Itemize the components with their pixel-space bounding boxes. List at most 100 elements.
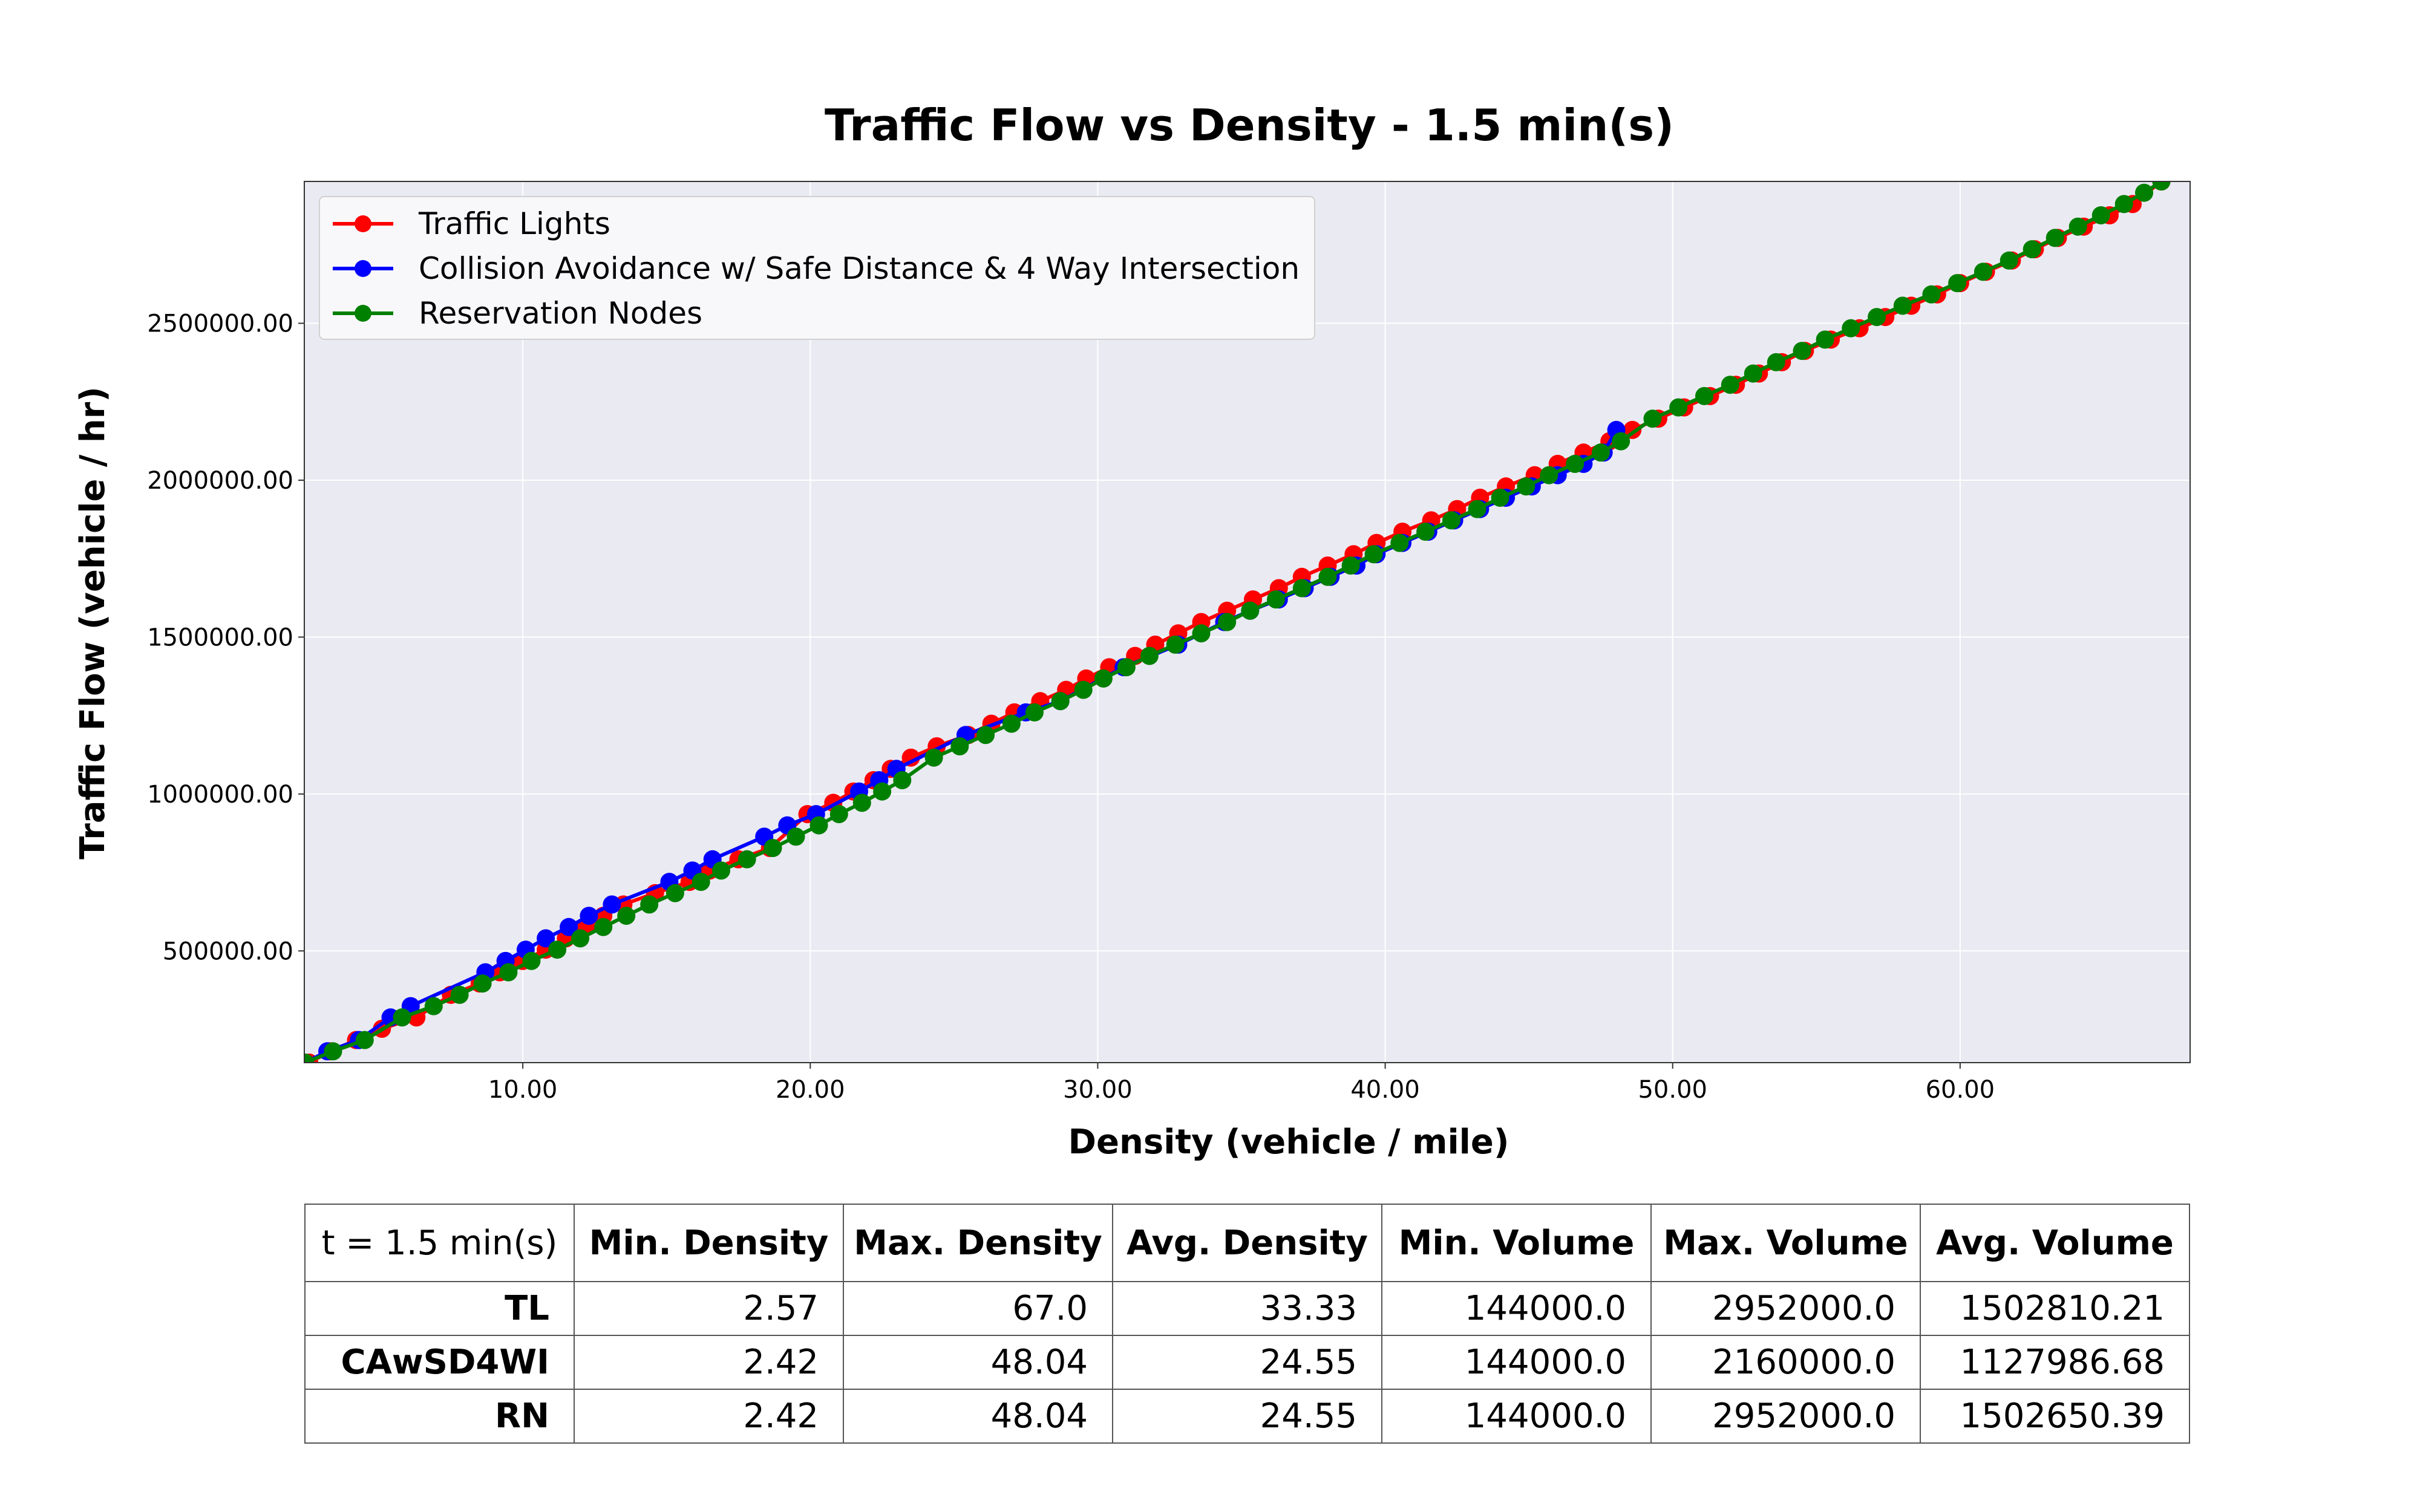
data-point bbox=[1721, 376, 1739, 394]
data-point bbox=[1974, 262, 1992, 281]
data-point bbox=[1842, 319, 1860, 337]
data-point bbox=[893, 771, 912, 789]
table-cell: 2952000.0 bbox=[1650, 1281, 1921, 1336]
y-axis-label: Traffic Flow (vehicle / hr) bbox=[73, 386, 113, 859]
data-point bbox=[580, 907, 598, 925]
legend-marker bbox=[355, 215, 371, 232]
row-label: TL bbox=[304, 1281, 575, 1336]
table-cell: 1502650.39 bbox=[1920, 1389, 2190, 1444]
plot-frame bbox=[304, 181, 2191, 1063]
table-cell: 2.42 bbox=[574, 1389, 844, 1444]
legend: Traffic Lights Collision Avoidance w/ Saf… bbox=[319, 196, 1315, 340]
data-point bbox=[1117, 658, 1136, 677]
data-point bbox=[571, 929, 590, 948]
data-point bbox=[2135, 183, 2153, 202]
x-tick-label: 20.00 bbox=[776, 1076, 845, 1104]
data-point bbox=[603, 895, 621, 914]
data-point bbox=[764, 839, 782, 858]
data-point bbox=[1166, 635, 1185, 654]
table-cell: 2.57 bbox=[574, 1281, 844, 1336]
table-cell: 1502810.21 bbox=[1920, 1281, 2190, 1336]
data-point bbox=[1744, 364, 1762, 383]
data-point bbox=[976, 726, 995, 745]
data-point bbox=[2023, 240, 2041, 259]
x-tick-label: 30.00 bbox=[1063, 1076, 1133, 1104]
legend-entry: Reservation Nodes bbox=[333, 296, 702, 331]
data-point bbox=[1390, 533, 1409, 552]
data-point bbox=[1051, 692, 1070, 711]
data-point bbox=[1643, 409, 1662, 428]
table-cell: 24.55 bbox=[1112, 1335, 1382, 1390]
legend-marker bbox=[355, 305, 371, 322]
table-cell: 144000.0 bbox=[1381, 1389, 1652, 1444]
data-point bbox=[1267, 590, 1285, 609]
data-point bbox=[1318, 567, 1337, 586]
x-tick-label: 60.00 bbox=[1926, 1076, 1995, 1104]
data-point bbox=[737, 850, 756, 868]
data-point bbox=[1002, 714, 1021, 733]
x-tick-label: 40.00 bbox=[1350, 1076, 1420, 1104]
data-point bbox=[1140, 647, 1159, 665]
table-row: RN 2.42 48.04 24.55 144000.0 2952000.0 1… bbox=[304, 1389, 2190, 1444]
data-point bbox=[1468, 500, 1486, 518]
data-point bbox=[2068, 217, 2087, 236]
data-point bbox=[1612, 432, 1630, 451]
data-point bbox=[1591, 443, 1610, 462]
x-tick-label: 10.00 bbox=[488, 1076, 558, 1104]
data-point bbox=[1669, 398, 1688, 417]
stats-table: t = 1.5 min(s) Min. Density Max. Density… bbox=[304, 1204, 2190, 1444]
data-point bbox=[424, 997, 443, 1015]
data-point bbox=[1074, 680, 1093, 699]
data-point bbox=[1241, 601, 1260, 620]
data-point bbox=[304, 1054, 314, 1063]
data-point bbox=[522, 951, 541, 970]
data-point bbox=[666, 884, 684, 902]
data-point bbox=[1922, 285, 1941, 304]
x-tick-label: 50.00 bbox=[1638, 1076, 1707, 1104]
y-tick-label: 1000000.00 bbox=[147, 781, 293, 809]
data-point bbox=[873, 782, 892, 801]
series-2 bbox=[304, 181, 2171, 1063]
table-header-cell: Max. Volume bbox=[1650, 1204, 1921, 1282]
table-cell: 1127986.68 bbox=[1920, 1335, 2190, 1390]
data-point bbox=[1094, 669, 1113, 688]
data-point bbox=[594, 917, 613, 936]
data-point bbox=[1341, 556, 1360, 575]
data-point bbox=[473, 974, 492, 993]
data-point bbox=[2114, 195, 2133, 213]
data-point bbox=[1793, 342, 1811, 360]
data-point bbox=[393, 1008, 411, 1027]
table-header-row: t = 1.5 min(s) Min. Density Max. Density… bbox=[304, 1204, 2190, 1282]
table-header-cell: Avg. Volume bbox=[1920, 1204, 2190, 1282]
table-cell: 33.33 bbox=[1112, 1281, 1382, 1336]
data-point bbox=[450, 985, 469, 1004]
y-tick-label: 500000.00 bbox=[163, 937, 293, 965]
legend-box bbox=[319, 196, 1315, 340]
data-point bbox=[499, 963, 518, 982]
table-cell: 144000.0 bbox=[1381, 1281, 1652, 1336]
legend-label: Traffic Lights bbox=[418, 206, 610, 241]
table-cell: 48.04 bbox=[843, 1335, 1113, 1390]
table-row: CAwSD4WI 2.42 48.04 24.55 144000.0 21600… bbox=[304, 1335, 2190, 1390]
table-row: TL 2.57 67.0 33.33 144000.0 2952000.0 15… bbox=[304, 1281, 2190, 1336]
data-point bbox=[852, 793, 871, 812]
data-point bbox=[537, 929, 555, 948]
data-point bbox=[1292, 579, 1311, 598]
table-cell: 144000.0 bbox=[1381, 1335, 1652, 1390]
data-point bbox=[1868, 308, 1886, 327]
y-tick-label: 1500000.00 bbox=[147, 624, 293, 651]
data-point bbox=[786, 827, 805, 846]
data-point bbox=[1566, 455, 1584, 473]
data-point bbox=[355, 1031, 374, 1049]
data-point bbox=[712, 861, 730, 880]
data-point bbox=[560, 917, 578, 936]
row-label: CAwSD4WI bbox=[304, 1335, 575, 1390]
table-cell: 67.0 bbox=[843, 1281, 1113, 1336]
data-point bbox=[1767, 353, 1785, 371]
data-point bbox=[1948, 274, 1967, 293]
data-point bbox=[1816, 330, 1834, 349]
table-header-cell: Min. Volume bbox=[1381, 1204, 1652, 1282]
data-point bbox=[950, 737, 969, 755]
legend-label: Collision Avoidance w/ Safe Distance & 4… bbox=[419, 251, 1300, 286]
